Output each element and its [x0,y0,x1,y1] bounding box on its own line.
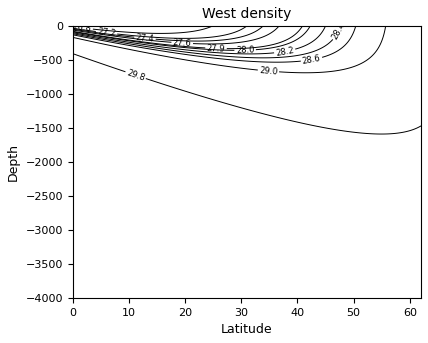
X-axis label: Latitude: Latitude [221,323,273,336]
Text: 27.2: 27.2 [97,27,116,38]
Text: 28.4: 28.4 [330,20,347,41]
Text: 28.6: 28.6 [302,54,321,66]
Text: 29.0: 29.0 [259,66,278,76]
Text: 27.4: 27.4 [135,33,155,44]
Y-axis label: Depth: Depth [7,143,20,181]
Text: 27.9: 27.9 [207,44,226,53]
Text: 26.8: 26.8 [72,22,92,34]
Title: West density: West density [202,7,291,21]
Text: 27.6: 27.6 [172,38,192,48]
Text: 29.8: 29.8 [125,68,146,82]
Text: 28.0: 28.0 [236,45,255,55]
Text: 28.2: 28.2 [275,45,294,58]
